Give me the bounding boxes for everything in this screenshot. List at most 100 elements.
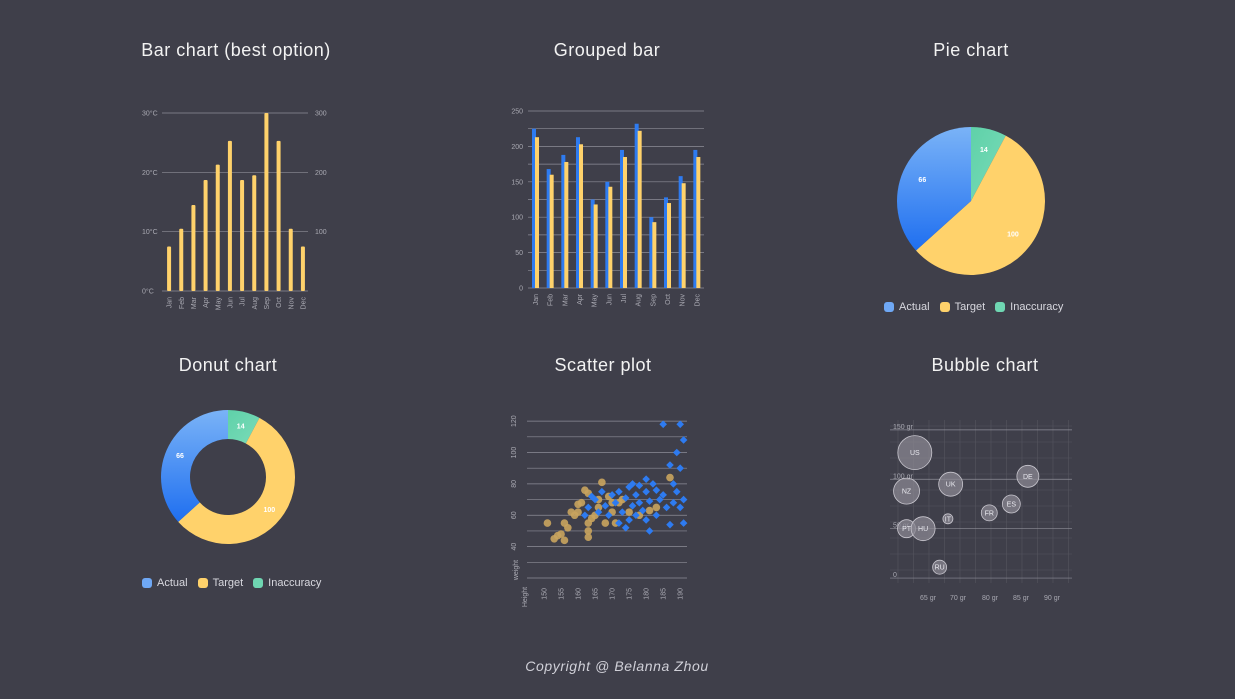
x-tick-label: 170 xyxy=(610,588,617,600)
legend-label: Inaccuracy xyxy=(268,577,322,589)
scatter-point-series-a xyxy=(584,527,593,535)
scatter-point-series-b xyxy=(604,511,613,520)
x-tick-label: Jun xyxy=(227,297,234,308)
y-tick-label-right: 200 xyxy=(315,170,327,177)
donut-legend: Actual Target Inaccuracy xyxy=(142,577,321,589)
bar xyxy=(227,140,232,291)
scatter-point-series-b xyxy=(676,464,684,472)
bubble-label: HU xyxy=(918,526,928,533)
pie-value-label: 14 xyxy=(237,424,245,431)
bar-target xyxy=(535,137,539,288)
y-tick-label: 50 xyxy=(515,250,523,257)
pie-chart-title: Pie chart xyxy=(933,40,1009,60)
x-tick-label: Nov xyxy=(288,297,295,310)
scatter-point-series-b xyxy=(679,519,688,527)
scatter-point-series-b xyxy=(635,498,644,507)
x-tick-label: Sep xyxy=(264,297,271,310)
pie-value-label: 100 xyxy=(264,507,276,514)
legend-swatch xyxy=(142,578,152,588)
legend-item-target: Target xyxy=(939,301,985,313)
scatter-point-series-a xyxy=(584,533,593,542)
x-tick-label: Feb xyxy=(179,297,186,309)
x-tick-label: Jan xyxy=(167,297,174,308)
scatter-point-series-b xyxy=(676,420,684,429)
scatter-point-series-b xyxy=(632,511,640,520)
y-tick-label-left: 30°C xyxy=(142,110,158,118)
pie-legend: Actual Target Inaccuracy xyxy=(884,301,1063,313)
scatter-point-series-b xyxy=(669,498,678,507)
legend-label: Inaccuracy xyxy=(1010,301,1064,313)
bubble xyxy=(897,435,933,471)
bar-target xyxy=(564,161,569,288)
y-tick-label: 0 xyxy=(893,572,897,579)
scatter-point-series-b xyxy=(625,516,633,524)
bar xyxy=(167,246,172,291)
scatter-point-series-b xyxy=(642,516,650,524)
legend-swatch xyxy=(995,302,1006,312)
scatter-point-series-b xyxy=(672,487,681,496)
scatter-point-series-a xyxy=(577,498,586,507)
bubble-label: NZ xyxy=(902,489,912,496)
scatter-point-series-b xyxy=(632,491,640,499)
bubble-label: UK xyxy=(946,482,956,489)
scatter-point-series-b xyxy=(615,519,623,527)
scatter-point-series-b xyxy=(618,508,627,516)
y-tick-label-right: 100 xyxy=(315,229,327,236)
bubble xyxy=(1001,494,1021,514)
scatter-plot-title: Scatter plot xyxy=(554,355,652,375)
scatter-point-series-b xyxy=(642,475,650,483)
y-tick-label-right: 300 xyxy=(315,111,327,118)
scatter-point-series-b xyxy=(666,520,674,529)
bubble xyxy=(938,471,964,497)
bar-chart-title: Bar chart (best option) xyxy=(141,40,331,60)
scatter-point-series-b xyxy=(672,448,681,457)
x-axis-label: Height xyxy=(522,587,529,607)
bar-actual xyxy=(649,217,654,288)
scatter-point-series-a xyxy=(598,478,606,487)
scatter-point-series-b xyxy=(591,495,599,504)
x-tick-label: May xyxy=(592,294,599,308)
legend-swatch xyxy=(939,302,950,312)
x-tick-label: 175 xyxy=(627,588,634,600)
scatter-point-series-b xyxy=(659,420,667,429)
bar xyxy=(179,228,184,291)
x-tick-label: 160 xyxy=(576,588,583,600)
bubble xyxy=(893,477,920,505)
x-tick-label: Apr xyxy=(577,293,584,305)
legend-item-inaccuracy: Inaccuracy xyxy=(253,577,321,589)
y-tick-label: 200 xyxy=(511,144,523,151)
scatter-point-series-a xyxy=(543,519,552,527)
bar-actual xyxy=(576,137,580,288)
bar-actual xyxy=(634,123,639,288)
pie-value-label: 66 xyxy=(918,177,926,184)
pie-value-label: 100 xyxy=(1007,231,1019,238)
bar-actual xyxy=(561,154,566,288)
bar xyxy=(288,228,293,291)
y-tick-label: 150 gr xyxy=(893,424,914,431)
grouped-bar-title: Grouped bar xyxy=(553,40,661,60)
y-tick-label: 250 xyxy=(511,109,523,116)
x-tick-label: Dec xyxy=(694,294,701,307)
bar-actual xyxy=(532,128,536,288)
x-tick-label: 80 gr xyxy=(982,595,999,602)
y-tick-label: 40 xyxy=(511,543,518,551)
x-tick-label: 150 xyxy=(542,588,549,600)
y-tick-label: 150 xyxy=(511,179,523,186)
x-tick-label: Jun xyxy=(606,294,613,305)
scatter-point-series-a xyxy=(666,473,674,482)
bubble xyxy=(1016,464,1040,488)
legend-label: Actual xyxy=(899,301,930,313)
bar-target xyxy=(593,204,598,288)
scatter-point-series-b xyxy=(679,495,688,504)
x-tick-label: Mar xyxy=(562,293,569,306)
scatter-point-series-b xyxy=(659,491,667,499)
scatter-point-series-b xyxy=(594,508,603,516)
x-tick-label: Mar xyxy=(191,296,198,309)
bar xyxy=(300,246,305,291)
x-tick-label: Aug xyxy=(252,297,259,310)
bar-actual xyxy=(678,176,683,288)
scatter-point-series-b xyxy=(679,436,688,444)
scatter-point-series-a xyxy=(574,508,582,516)
y-tick-label: 0 xyxy=(519,286,523,293)
bubble-label: IT xyxy=(945,516,952,523)
